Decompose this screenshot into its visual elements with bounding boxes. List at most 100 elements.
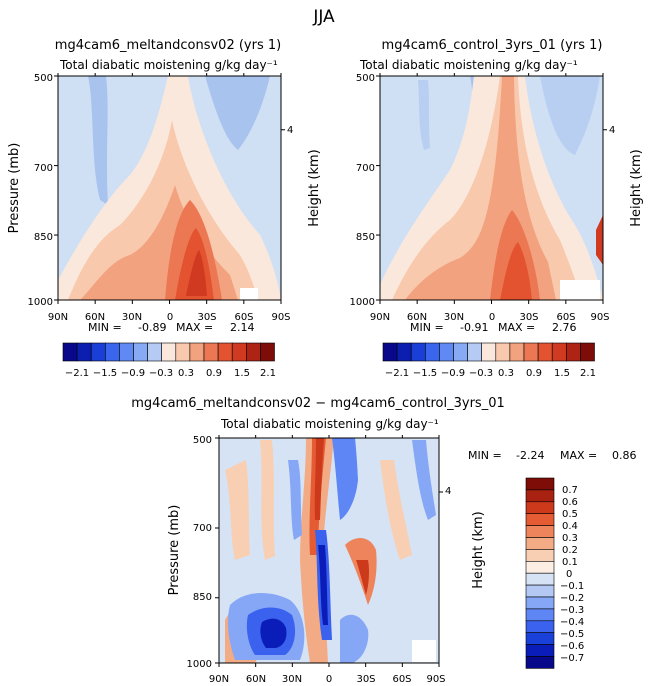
diff-shade-warm-e xyxy=(314,438,324,520)
diff-ytick-850: 850 xyxy=(193,592,212,603)
right-panel-subtitle: Total diabatic moistening g/kg day⁻¹ xyxy=(359,58,578,72)
diff-cb-label-10: −0.3 xyxy=(560,605,584,616)
left-ytick-700: 700 xyxy=(34,163,53,174)
left-colorbar-swatch-4 xyxy=(119,342,134,362)
right-colorbar-swatch-1 xyxy=(396,342,412,362)
left-colorbar-swatch-2 xyxy=(90,342,106,362)
left-ytick-1000: 1000 xyxy=(28,297,53,308)
right-colorbar-swatch-7 xyxy=(481,342,497,362)
diff-cb-label-0: 0.7 xyxy=(562,485,578,496)
right-cb-label-4: 0.3 xyxy=(498,368,514,379)
left-shade-warm-6 xyxy=(186,250,207,296)
diff-cb-label-6: 0.1 xyxy=(562,557,578,568)
left-colorbar-swatch-1 xyxy=(76,342,92,362)
left-max-value: 2.14 xyxy=(230,321,255,334)
left-colorbar-swatch-7 xyxy=(161,342,177,362)
right-right-tick-4: 4 xyxy=(609,125,615,136)
left-min-label: MIN = xyxy=(88,321,122,334)
diff-shade-warm-a xyxy=(225,460,250,560)
diff-cb-label-7: 0 xyxy=(566,569,572,580)
diff-colorbar-swatch-15 xyxy=(525,656,555,669)
diff-colorbar-swatch-10 xyxy=(525,596,555,610)
diff-ytick-500: 500 xyxy=(193,435,212,446)
diff-ytick-1000: 1000 xyxy=(187,659,212,670)
left-cb-label-1: −1.5 xyxy=(93,368,117,379)
left-missing-patch xyxy=(240,288,258,300)
right-cb-label-2: −0.9 xyxy=(441,368,465,379)
diff-cb-label-8: −0.1 xyxy=(560,581,584,592)
right-colorbar-swatch-3 xyxy=(424,342,440,362)
left-colorbar-swatch-0 xyxy=(62,342,78,362)
left-right-tick-4: 4 xyxy=(287,125,293,136)
diff-shade-blue-g xyxy=(260,618,287,648)
right-plot xyxy=(379,75,604,301)
diff-plot xyxy=(218,437,440,664)
left-cb-label-5: 0.9 xyxy=(206,368,222,379)
diff-shade-blue-h xyxy=(412,440,436,520)
diff-colorbar-swatch-9 xyxy=(525,584,555,598)
left-shade-blue-1 xyxy=(88,76,108,205)
left-xtick-30S: 30S xyxy=(197,312,216,323)
diff-cb-label-11: −0.4 xyxy=(560,617,584,628)
diff-subtitle-text: Total diabatic moistening xyxy=(220,417,371,431)
right-cb-label-5: 0.9 xyxy=(526,368,542,379)
left-ytick-850: 850 xyxy=(34,232,53,243)
left-min-value: -0.89 xyxy=(138,321,166,334)
right-xtick-90N: 90N xyxy=(370,312,390,323)
right-ylabel: Height (km) xyxy=(307,149,322,226)
diff-right-axis-label: Height (km) xyxy=(471,511,486,588)
diff-max-value: 0.86 xyxy=(612,449,637,462)
left-colorbar-swatch-14 xyxy=(260,342,275,362)
left-xtick-60S: 60S xyxy=(234,312,253,323)
right-colorbar-swatch-8 xyxy=(495,342,511,362)
right-colorbar-swatch-6 xyxy=(467,342,483,362)
right-xtick-0: 0 xyxy=(489,312,495,323)
left-colorbar-swatch-10 xyxy=(203,342,219,362)
left-colorbar-swatch-13 xyxy=(246,342,261,362)
diff-shade-warm-b xyxy=(260,440,275,560)
right-axis-label: Height (km) xyxy=(629,149,644,226)
left-colorbar xyxy=(62,342,275,362)
left-colorbar-swatch-11 xyxy=(217,342,233,362)
right-min-label: MIN = xyxy=(410,321,444,334)
right-max-value: 2.76 xyxy=(552,321,577,334)
right-panel-title: mg4cam6_control_3yrs_01 (yrs 1) xyxy=(382,38,603,53)
right-xtick-30N: 30N xyxy=(444,312,464,323)
diff-colorbar-swatch-0 xyxy=(525,477,555,491)
right-colorbar-swatch-4 xyxy=(439,342,454,362)
diff-max-label: MAX = xyxy=(560,449,597,462)
right-ytick-850: 850 xyxy=(356,232,375,243)
diff-xtick-60S: 60S xyxy=(392,674,411,685)
right-colorbar-swatch-11 xyxy=(537,342,553,362)
right-shade-blue-4 xyxy=(418,80,430,150)
diff-panel-title: mg4cam6_meltandconsv02 − mg4cam6_control… xyxy=(131,396,505,411)
diff-panel-subtitle: Total diabatic moistening g/kg day⁻¹ xyxy=(220,417,439,431)
right-shade-warm-5 xyxy=(500,242,532,300)
left-subtitle-text: Total diabatic moistening xyxy=(59,58,210,72)
left-xtick-60N: 60N xyxy=(85,312,105,323)
diff-ytick-700: 700 xyxy=(193,523,212,534)
left-colorbar-swatch-9 xyxy=(189,342,205,362)
diff-shade-blue-d xyxy=(318,545,328,625)
figure-title: JJA xyxy=(312,7,335,27)
left-xtick-90N: 90N xyxy=(48,312,68,323)
diff-right-tick-4: 4 xyxy=(445,486,451,497)
left-cb-label-7: 2.1 xyxy=(260,368,276,379)
diff-xtick-30N: 30N xyxy=(282,674,302,685)
diff-xtick-0: 0 xyxy=(326,674,332,685)
right-colorbar-swatch-10 xyxy=(523,342,539,362)
right-colorbar-swatch-9 xyxy=(509,342,525,362)
right-cb-label-1: −1.5 xyxy=(413,368,437,379)
diff-shade-warm-i xyxy=(380,460,412,560)
left-shade-blue-2 xyxy=(205,76,270,150)
left-colorbar-swatch-12 xyxy=(231,342,247,362)
left-cb-label-0: −2.1 xyxy=(65,368,89,379)
diff-cb-label-4: 0.3 xyxy=(562,533,578,544)
right-missing-patch xyxy=(560,280,600,300)
left-colorbar-swatch-8 xyxy=(175,342,191,362)
diff-min-label: MIN = xyxy=(468,449,502,462)
left-xtick-30N: 30N xyxy=(122,312,142,323)
right-xtick-60N: 60N xyxy=(407,312,427,323)
diff-xtick-60N: 60N xyxy=(246,674,266,685)
